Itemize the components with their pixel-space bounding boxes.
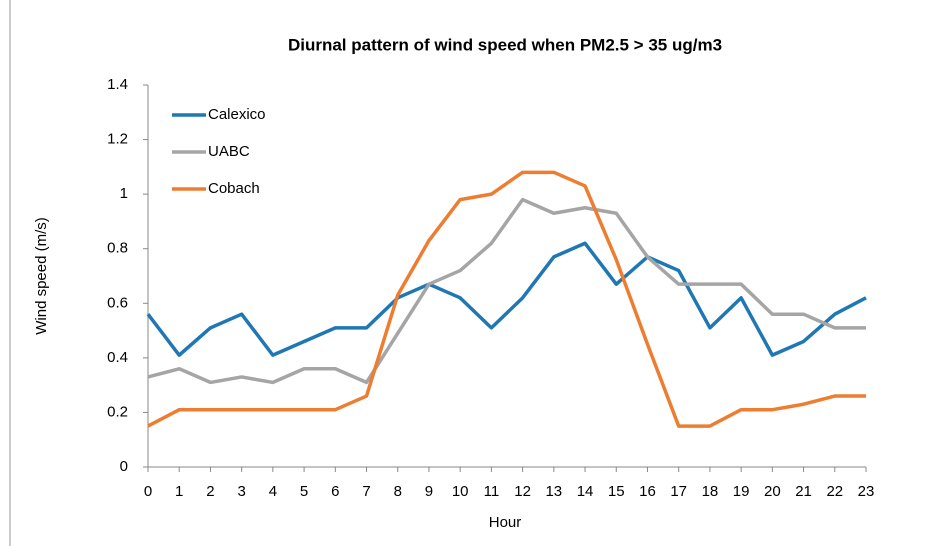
x-axis-label: Hour: [489, 514, 522, 531]
x-tick-label: 9: [425, 483, 433, 500]
x-tick-label: 19: [733, 483, 750, 500]
x-tick-label: 17: [670, 483, 687, 500]
x-tick-label: 10: [452, 483, 469, 500]
y-tick-label: 1.2: [107, 131, 128, 148]
y-tick-label: 1: [120, 185, 128, 202]
x-tick-label: 2: [206, 483, 214, 500]
x-tick-label: 16: [639, 483, 656, 500]
y-tick-label: 0.4: [107, 349, 128, 366]
x-tick-label: 12: [514, 483, 531, 500]
x-tick-label: 3: [237, 483, 245, 500]
x-tick-label: 23: [858, 483, 875, 500]
x-tick-label: 20: [764, 483, 781, 500]
x-tick-label: 13: [545, 483, 562, 500]
series-line: [146, 241, 867, 357]
x-tick-label: 21: [795, 483, 812, 500]
x-tick-label: 0: [144, 483, 152, 500]
legend-label: Calexico: [208, 106, 266, 123]
x-tick-label: 8: [394, 483, 402, 500]
x-tick-label: 14: [577, 483, 594, 500]
y-axis-label: Wind speed (m/s): [33, 217, 50, 335]
y-tick-label: 1.4: [107, 76, 128, 93]
legend-label: Cobach: [208, 180, 260, 197]
x-tick-label: 7: [362, 483, 370, 500]
y-tick-label: 0.8: [107, 240, 128, 257]
y-tick-label: 0.2: [107, 403, 128, 420]
x-tick-label: 6: [331, 483, 339, 500]
legend-label: UABC: [208, 143, 250, 160]
x-tick-label: 22: [826, 483, 843, 500]
x-tick-label: 18: [702, 483, 719, 500]
series-line: [147, 170, 866, 428]
x-tick-label: 11: [484, 483, 500, 500]
x-tick-label: 1: [175, 483, 183, 500]
x-tick-label: 4: [269, 483, 277, 500]
chart-title: Diurnal pattern of wind speed when PM2.5…: [288, 35, 722, 54]
y-tick-label: 0: [120, 458, 128, 475]
x-tick-label: 15: [608, 483, 625, 500]
x-tick-label: 5: [300, 483, 308, 500]
y-tick-label: 0.6: [107, 294, 128, 311]
series-line: [147, 197, 866, 385]
